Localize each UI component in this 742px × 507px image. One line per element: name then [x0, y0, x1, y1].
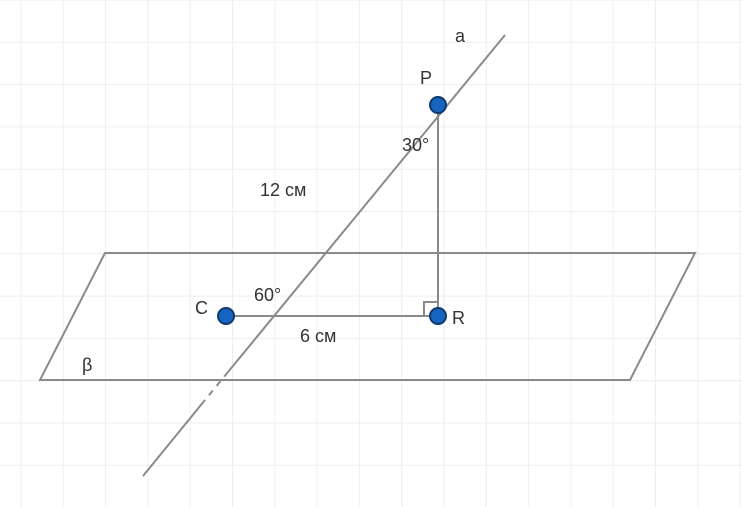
label-plane-beta: β	[82, 355, 92, 376]
label-length-12: 12 см	[260, 180, 306, 201]
label-point-p: P	[420, 68, 432, 89]
label-angle-30: 30°	[402, 135, 429, 156]
label-length-6: 6 см	[300, 326, 336, 347]
geometry-layer	[0, 0, 742, 507]
label-angle-60: 60°	[254, 285, 281, 306]
label-point-c: C	[195, 298, 208, 319]
label-point-r: R	[452, 308, 465, 329]
diagram-canvas: а β P C R 12 см 6 см 30° 60°	[0, 0, 742, 507]
label-line-a: а	[455, 26, 465, 47]
